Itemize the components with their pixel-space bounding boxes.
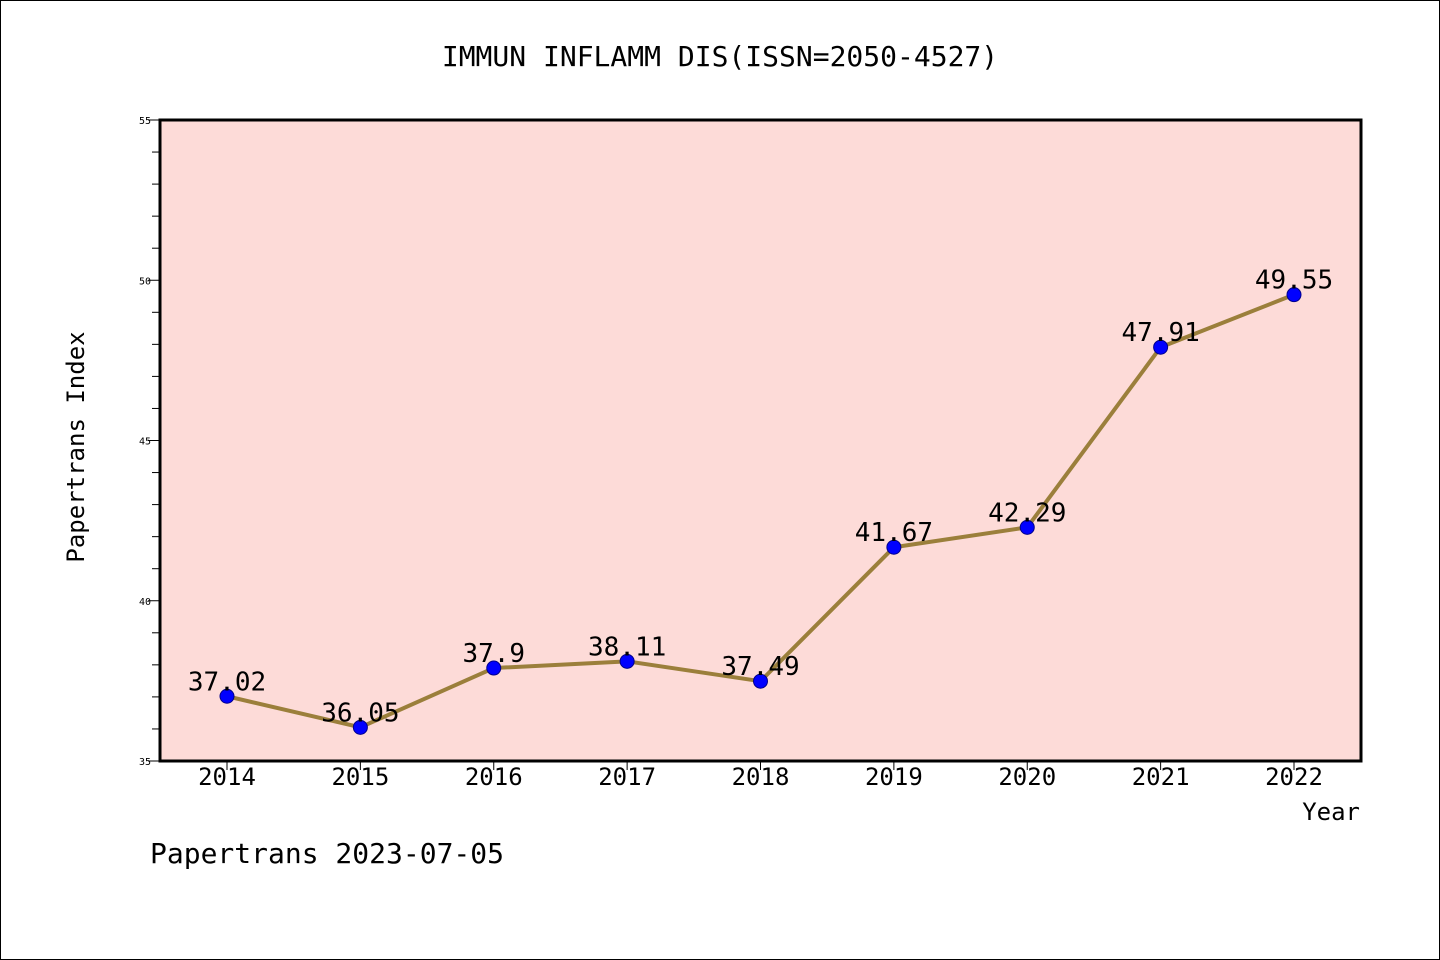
y-tick-label: 45 <box>139 437 151 448</box>
data-label-2016: 37.9 <box>462 639 525 669</box>
data-point-2020 <box>1019 519 1035 535</box>
y-axis-label: Papertrans Index <box>62 331 90 562</box>
chart-title: IMMUN INFLAMM DIS(ISSN=2050-4527) <box>442 40 998 73</box>
y-tick-label: 50 <box>139 276 151 287</box>
footer-credit: Papertrans 2023-07-05 <box>150 837 504 870</box>
data-point-2015 <box>352 719 368 735</box>
x-tick-label: 2014 <box>198 763 256 791</box>
x-tick-label: 2017 <box>598 763 656 791</box>
x-tick-label: 2019 <box>865 763 923 791</box>
y-axis: 35 40 45 50 55 <box>139 116 160 768</box>
x-tick-label: 2016 <box>465 763 523 791</box>
plot-area <box>158 118 1363 763</box>
data-label-2021: 47.91 <box>1121 318 1199 348</box>
data-point-2021 <box>1153 339 1169 355</box>
data-label-2020: 42.29 <box>988 498 1066 528</box>
y-tick-label: 55 <box>139 116 151 127</box>
data-point-2022 <box>1286 287 1302 303</box>
y-tick-label: 35 <box>139 757 151 768</box>
data-label-2015: 36.05 <box>321 698 399 728</box>
x-tick-label: 2021 <box>1132 763 1190 791</box>
data-point-2014 <box>219 688 235 704</box>
x-axis-label: Year <box>1302 798 1360 826</box>
x-axis: 2014 2015 2016 2017 2018 2019 2020 2021 2022 <box>198 761 1323 791</box>
data-label-2018: 37.49 <box>721 652 799 682</box>
x-tick-label: 2020 <box>998 763 1056 791</box>
series-papertrans-index <box>219 287 1302 735</box>
data-labels: 37.02 36.05 37.9 38.11 37.49 41.67 42.29 47.91 4… <box>188 266 1333 729</box>
x-tick-label: 2022 <box>1265 763 1323 791</box>
data-point-2018 <box>753 673 768 689</box>
data-label-2014: 37.02 <box>188 667 266 697</box>
data-label-2019: 41.67 <box>855 518 933 548</box>
data-point-2017 <box>619 653 635 669</box>
data-point-2019 <box>886 539 902 555</box>
x-tick-label: 2018 <box>732 763 790 791</box>
data-point-2016 <box>486 660 502 676</box>
data-label-2022: 49.55 <box>1255 266 1333 296</box>
y-tick-label: 40 <box>139 597 151 608</box>
x-tick-label: 2015 <box>331 763 389 791</box>
data-label-2017: 38.11 <box>588 632 666 662</box>
